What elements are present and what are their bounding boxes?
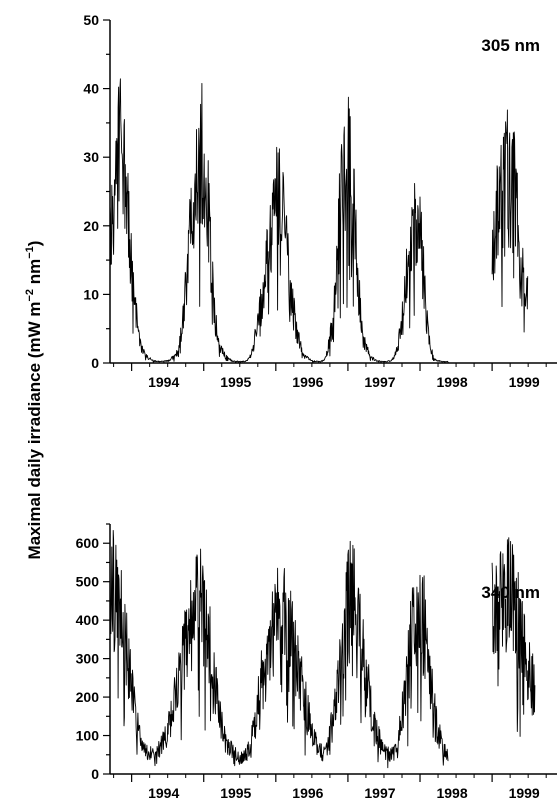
y-tick-label: 200	[76, 689, 100, 705]
y-tick-label: 40	[83, 81, 99, 97]
y-axis-label: Maximal daily irradiance (mW m−2 nm−1)	[24, 241, 44, 560]
x-tick-label: 1994	[148, 374, 179, 390]
series-line	[491, 109, 529, 333]
x-tick-label: 1999	[509, 374, 540, 390]
y-axis-label-end: )	[25, 241, 44, 247]
x-tick-label: 1997	[364, 374, 395, 390]
x-tick-label: 1998	[436, 374, 467, 390]
y-axis-label-mid: nm	[25, 259, 44, 289]
y-tick-label: 0	[91, 355, 99, 371]
y-tick-label: 50	[83, 12, 99, 28]
y-tick-label: 400	[76, 612, 100, 628]
x-tick-label: 1996	[292, 785, 323, 801]
x-tick-label: 1999	[509, 785, 540, 801]
y-tick-label: 20	[83, 218, 99, 234]
y-axis-label-exp1: −2	[24, 289, 36, 302]
y-tick-label: 600	[76, 535, 100, 551]
x-tick-label: 1994	[148, 785, 179, 801]
y-tick-label: 10	[83, 286, 99, 302]
y-tick-label: 0	[91, 766, 99, 782]
y-tick-label: 30	[83, 149, 99, 165]
y-tick-label: 500	[76, 574, 100, 590]
series-line	[491, 537, 536, 737]
y-tick-label: 300	[76, 651, 100, 667]
panel-305nm: 305 nm 0 10 20 30 40 50 1994 1995 1996 1997 1998 19…	[83, 12, 557, 390]
x-tick-label: 1995	[220, 374, 251, 390]
panel-label-305nm: 305 nm	[481, 36, 540, 55]
y-tick-label: 100	[76, 728, 100, 744]
x-tick-label: 1998	[436, 785, 467, 801]
series-line	[109, 529, 449, 769]
x-tick-label: 1997	[364, 785, 395, 801]
x-tick-label: 1995	[220, 785, 251, 801]
y-axis-label-exp2: −1	[24, 246, 36, 259]
x-tick-label: 1996	[292, 374, 323, 390]
y-axis-label-main: Maximal daily irradiance (mW m	[25, 302, 44, 560]
series-line	[109, 78, 449, 364]
